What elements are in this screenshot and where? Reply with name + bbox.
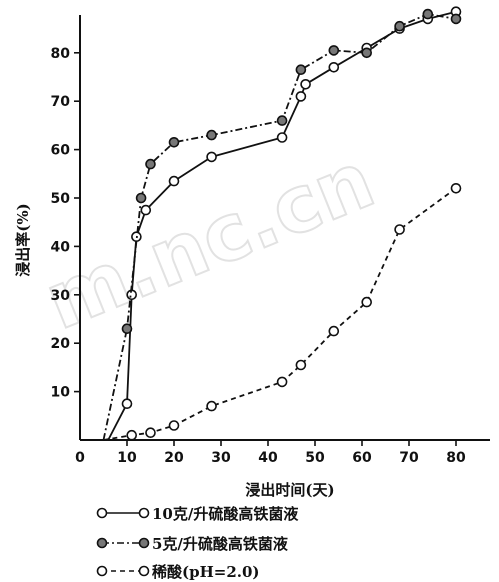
data-point-10g (300, 79, 311, 90)
legend-marker-end-dilute-acid (138, 565, 150, 577)
data-point-10g (168, 175, 180, 187)
legend-marker-start-10g (96, 507, 108, 519)
data-point-5g (295, 64, 307, 75)
x-tick-label: 50 (305, 450, 325, 466)
legend: 10克/升硫酸高铁菌液 5克/升硫酸高铁菌液 稀酸(pH=2.0) (96, 505, 299, 581)
data-point-dilute-acid (361, 296, 373, 308)
y-axis-label: 浸出率(%) (14, 203, 32, 276)
legend-item-dilute-acid: 稀酸(pH=2.0) (96, 563, 260, 581)
x-tick-label: 30 (211, 450, 231, 466)
x-tick-label: 70 (399, 450, 419, 466)
series-dilute-acid (103, 183, 462, 441)
data-point-10g (140, 204, 152, 216)
data-point-dilute-acid (328, 325, 340, 337)
data-point-5g (206, 129, 217, 141)
y-tick-label: 70 (51, 94, 71, 110)
legend-item-5g: 5克/升硫酸高铁菌液 (96, 535, 289, 553)
data-point-dilute-acid (276, 376, 288, 388)
y-tick-label: 80 (51, 46, 71, 62)
y-tick-label: 20 (51, 336, 71, 352)
data-point-10g (276, 132, 288, 143)
x-tick-label: 10 (117, 450, 137, 466)
data-point-5g (276, 115, 288, 126)
data-point-10g (206, 151, 217, 163)
legend-label-dilute-acid: 稀酸(pH=2.0) (152, 563, 260, 581)
data-point-5g (328, 45, 340, 56)
x-axis-label: 浸出时间(天) (245, 481, 334, 499)
watermark: m.nc.cn (33, 135, 386, 347)
data-point-dilute-acid (145, 427, 156, 439)
data-point-5g (121, 323, 133, 335)
x-tick-label: 60 (352, 450, 372, 466)
data-point-dilute-acid (450, 183, 462, 194)
x-tick-label: 80 (446, 450, 466, 466)
data-point-dilute-acid (168, 420, 180, 431)
x-tick-label: 0 (75, 450, 85, 466)
y-tick-label: 40 (51, 239, 71, 255)
y-tick-label: 50 (51, 191, 71, 207)
y-tick-label: 30 (51, 288, 71, 304)
legend-marker-start-dilute-acid (96, 565, 108, 577)
data-point-10g (328, 62, 340, 73)
data-point-5g (145, 158, 156, 170)
x-tick-label: 20 (164, 450, 184, 466)
data-point-5g (361, 47, 373, 59)
data-point-5g (168, 137, 180, 148)
data-point-10g (121, 398, 133, 410)
data-point-dilute-acid (206, 400, 217, 412)
legend-label-5g: 5克/升硫酸高铁菌液 (152, 535, 289, 553)
y-tick-label: 10 (51, 385, 71, 401)
data-point-dilute-acid (126, 429, 137, 441)
data-point-5g (422, 8, 434, 20)
data-point-5g (450, 13, 462, 25)
y-tick-label: 60 (51, 143, 71, 159)
series-layer (102, 6, 462, 441)
data-point-5g (135, 192, 147, 204)
series-5g (102, 8, 462, 441)
x-ticks: 0 10 20 30 40 50 60 70 80 (75, 440, 466, 466)
x-tick-label: 40 (258, 450, 278, 466)
legend-marker-start-5g (96, 537, 108, 549)
data-point-dilute-acid (295, 359, 307, 371)
y-ticks: 10 20 30 40 50 60 70 80 (51, 46, 80, 401)
legend-label-10g: 10克/升硫酸高铁菌液 (152, 505, 299, 523)
data-point-5g (394, 20, 405, 32)
legend-marker-end-10g (138, 507, 150, 519)
data-point-10g (295, 91, 307, 102)
legend-marker-end-5g (138, 537, 150, 549)
legend-item-10g: 10克/升硫酸高铁菌液 (96, 505, 299, 523)
data-point-dilute-acid (394, 224, 405, 235)
